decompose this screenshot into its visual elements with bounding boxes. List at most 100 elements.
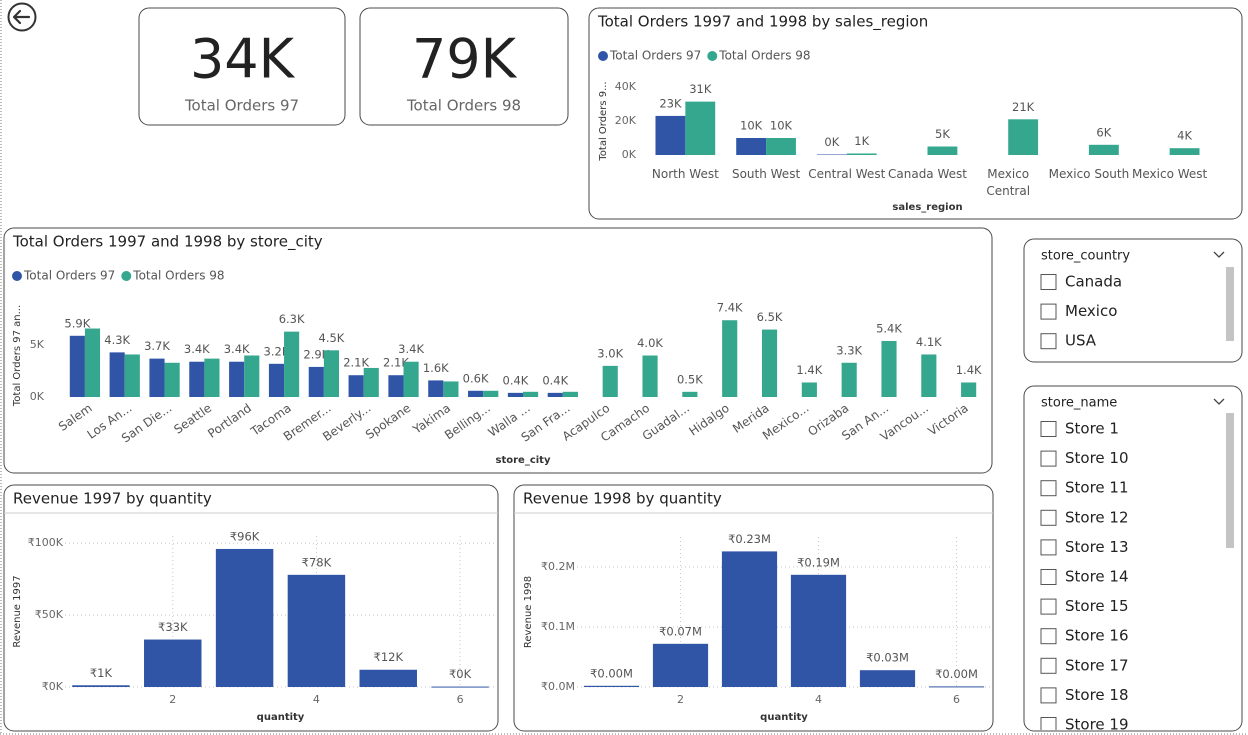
data-label: ₹0K	[449, 667, 472, 681]
bar	[468, 390, 484, 397]
slicer-item[interactable]: Store 15	[1040, 597, 1129, 615]
data-label: 4.3K	[104, 333, 130, 347]
x-axis-title: store_city	[496, 455, 551, 466]
bar	[69, 335, 85, 397]
slicer-item[interactable]: Store 19	[1040, 716, 1129, 734]
data-label: ₹12K	[374, 650, 404, 664]
y-axis-title: Total Orders 9...	[598, 81, 609, 161]
checkbox[interactable]	[1040, 687, 1057, 704]
legend-label[interactable]: Total Orders 97	[609, 49, 701, 63]
slicer-item[interactable]: Store 18	[1040, 686, 1129, 704]
checkbox[interactable]	[1040, 569, 1057, 585]
slicer-item-label[interactable]: Store 19	[1065, 716, 1129, 734]
slicer-item-label[interactable]: Store 18	[1065, 686, 1129, 704]
slicer-item-label[interactable]: Store 1	[1065, 420, 1119, 438]
slicer-item-label[interactable]: USA	[1065, 332, 1097, 350]
data-label: 6K	[1096, 125, 1111, 139]
slicer-item[interactable]: Store 13	[1040, 538, 1129, 556]
bar	[928, 686, 985, 688]
slicer-item[interactable]: Store 11	[1040, 479, 1129, 497]
slicer-item-label[interactable]: Store 11	[1065, 479, 1129, 497]
checkbox[interactable]	[1040, 480, 1057, 497]
bar	[859, 670, 916, 687]
slicer-item-label[interactable]: Store 14	[1065, 568, 1129, 586]
chart-title: Total Orders 1997 and 1998 by sales_regi…	[597, 13, 928, 32]
slicer-item[interactable]: Store 10	[1040, 449, 1129, 467]
slicer-item[interactable]: USA	[1040, 332, 1097, 350]
bar	[1008, 119, 1039, 155]
y-tick-label: 5K	[30, 338, 45, 351]
slicer-item-label[interactable]: Canada	[1065, 273, 1122, 291]
slicer-item[interactable]: Store 14	[1040, 568, 1129, 586]
bar	[682, 391, 698, 397]
checkbox[interactable]	[1040, 598, 1057, 615]
data-label: 7.4K	[717, 301, 743, 315]
legend-label[interactable]: Total Orders 97	[23, 269, 115, 283]
legend-label[interactable]: Total Orders 98	[132, 269, 224, 283]
slicer-item[interactable]: Canada	[1040, 273, 1122, 291]
data-label: 23K	[659, 96, 682, 110]
legend-label[interactable]: Total Orders 98	[718, 49, 810, 63]
bar	[652, 643, 709, 687]
checkbox[interactable]	[1040, 421, 1057, 437]
slicer-item[interactable]: Store 16	[1040, 627, 1129, 645]
data-label: ₹1K	[90, 666, 113, 680]
chart-frame	[588, 7, 1243, 220]
bar	[722, 320, 738, 397]
checkbox[interactable]	[1040, 333, 1057, 350]
checkbox[interactable]	[1040, 450, 1057, 467]
card-label: Total Orders 98	[406, 97, 521, 115]
slicer-item-label[interactable]: Store 17	[1065, 656, 1129, 674]
checkbox[interactable]	[1040, 509, 1057, 526]
slicer-item-label[interactable]: Store 12	[1065, 508, 1129, 526]
bar	[841, 362, 857, 397]
bar	[790, 574, 847, 687]
bar	[124, 354, 140, 397]
slicer-chevron[interactable]	[1213, 251, 1225, 258]
slicer-item[interactable]: Store 12	[1040, 508, 1129, 526]
slicer-item-label[interactable]: Store 16	[1065, 627, 1129, 645]
data-label: 10K	[770, 119, 793, 133]
chart: Total Orders 1997 and 1998 by store_city…	[3, 227, 993, 474]
data-label: 3.4K	[224, 342, 250, 356]
slicer-item[interactable]: Mexico	[1040, 302, 1117, 320]
data-label: 1.6K	[423, 361, 449, 375]
data-label: 10K	[740, 119, 763, 133]
chart-frame	[3, 227, 993, 474]
slicer-item-label[interactable]: Store 10	[1065, 449, 1129, 467]
x-tick-label-box: Mexico West	[1132, 167, 1207, 181]
back-button[interactable]	[7, 2, 37, 32]
bar	[655, 115, 686, 155]
slicer-title: store_name	[1041, 396, 1117, 411]
checkbox[interactable]	[1040, 274, 1057, 290]
slicer-item[interactable]: Store 17	[1040, 656, 1129, 674]
checkbox[interactable]	[1040, 539, 1057, 556]
data-label: ₹0.19M	[797, 555, 840, 569]
slicer-item-label[interactable]: Store 13	[1065, 538, 1129, 556]
slicer-item-label[interactable]: Store 15	[1065, 597, 1129, 615]
slicer-item-label[interactable]: Mexico	[1065, 302, 1117, 320]
slicer-item[interactable]: Store 1	[1040, 420, 1119, 438]
bar	[562, 391, 578, 397]
checkbox[interactable]	[1040, 628, 1057, 645]
slicer: store_country Canada Mexico USA	[1023, 238, 1243, 363]
y-axis-title: Total Orders 97 an...	[12, 305, 23, 407]
bar	[761, 329, 778, 397]
bar	[483, 390, 499, 397]
checkbox[interactable]	[1040, 717, 1057, 733]
legend-marker	[121, 271, 132, 281]
bar	[721, 551, 778, 687]
bar	[1169, 148, 1200, 155]
x-tick-label: South West	[731, 167, 801, 181]
checkbox[interactable]	[1040, 303, 1057, 320]
data-label: 0K	[824, 135, 839, 149]
bar	[284, 331, 300, 397]
checkbox[interactable]	[1040, 657, 1057, 674]
x-tick-label: 4	[313, 693, 320, 706]
slicer-chevron[interactable]	[1213, 398, 1225, 405]
bar	[736, 138, 767, 155]
card-frame	[138, 7, 346, 126]
data-label: 0.4K	[503, 373, 529, 387]
